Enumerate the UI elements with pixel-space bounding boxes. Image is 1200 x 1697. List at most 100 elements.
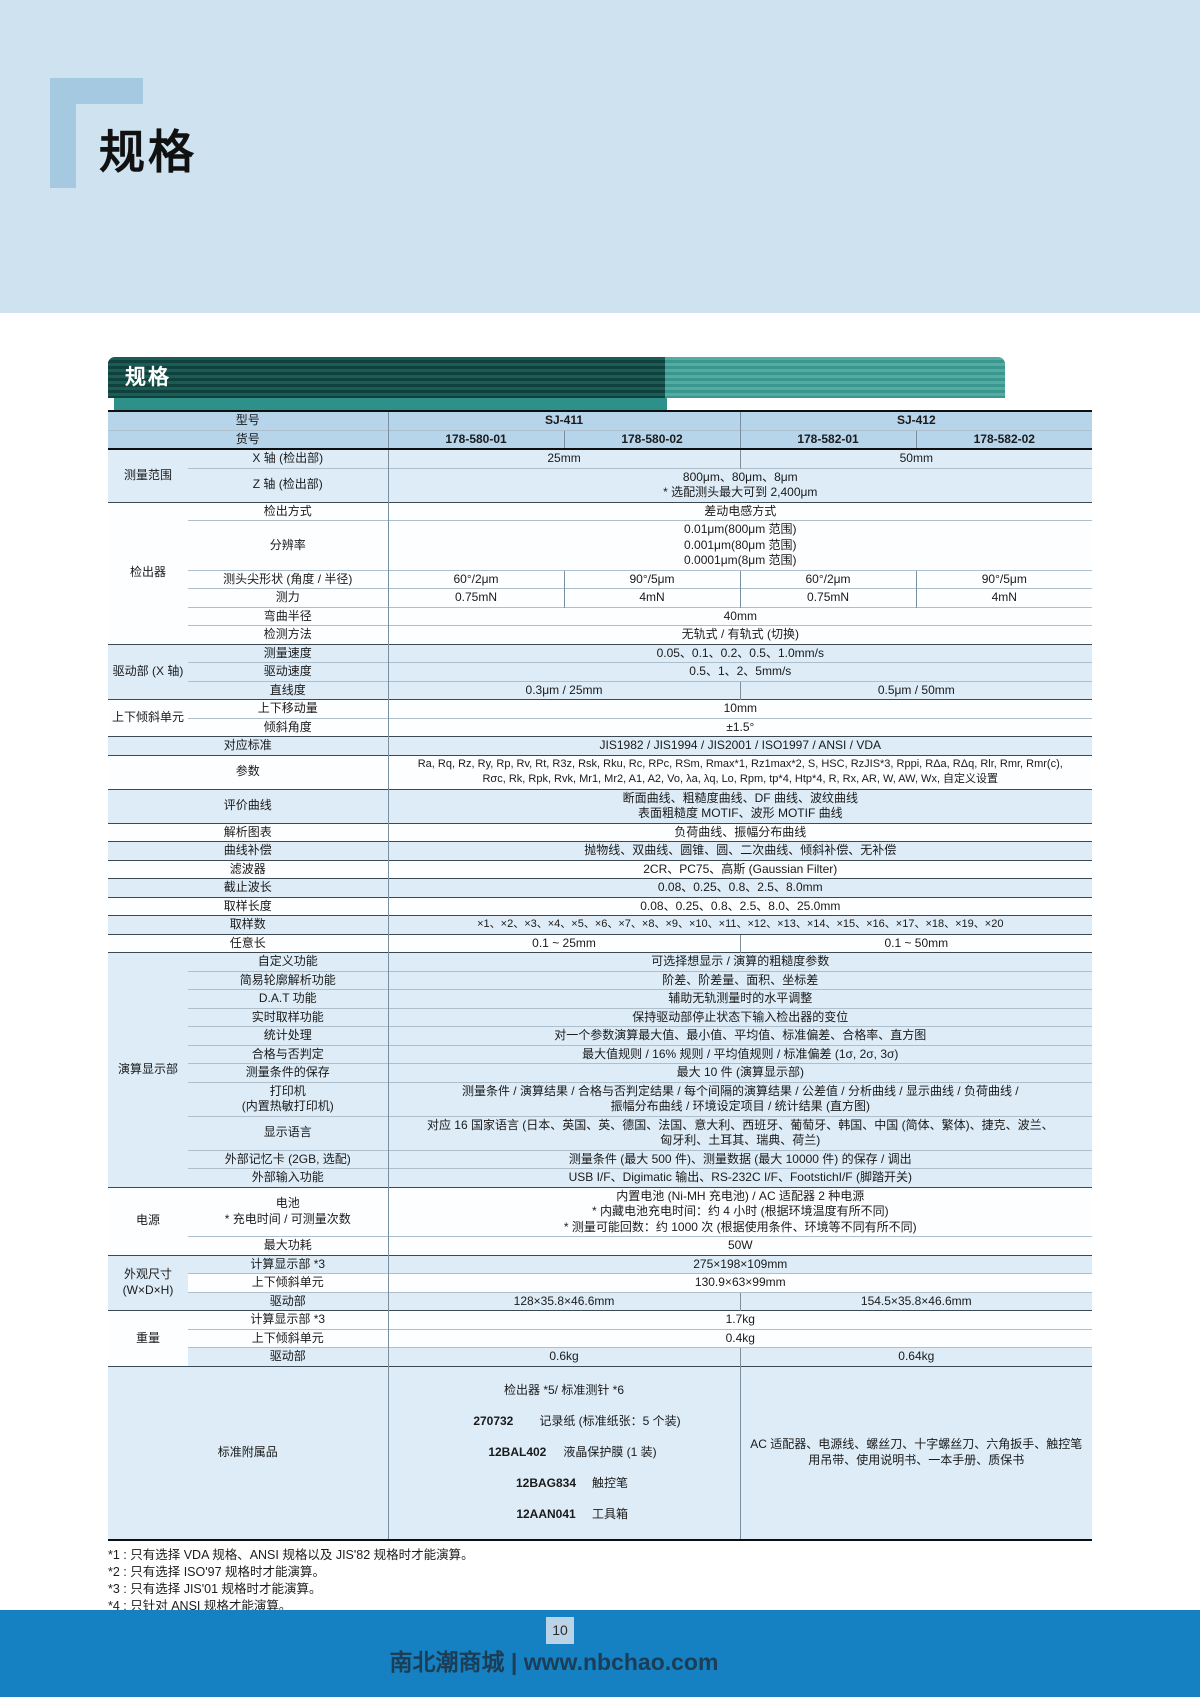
label-dim-tilt: 上下倾斜单元: [188, 1273, 389, 1292]
value-accessories-list: 检出器 *5/ 标准测针 *6 270732 记录纸 (标准纸张：5 个装) 12…: [387, 1365, 741, 1540]
label-printer: 打印机 (内置热敏打印机): [188, 1081, 389, 1116]
value-drive-speed: 0.5、1、2、5mm/s: [387, 662, 1093, 681]
value-arbitrary-length-411: 0.1 ~ 25mm: [387, 933, 741, 953]
label-judgement: 合格与否判定: [188, 1044, 389, 1064]
footer-site-text: 南北潮商城 | www.nbchao.com: [389, 1649, 719, 1675]
footnote-text: *2 : 只有选择 ISO'97 规格时才能演算。: [108, 1565, 326, 1579]
value-straightness-412: 0.5μm / 50mm: [739, 680, 1093, 700]
row-drive-speed: 驱动速度 0.5、1、2、5mm/s: [108, 662, 1093, 681]
value-external-io: USB I/F、Digimatic 输出、RS-232C I/F、Footsti…: [387, 1168, 1093, 1187]
label-standards: 对应标准: [108, 736, 389, 755]
value-realtime-sampling: 保持驱动部停止状态下输入检出器的变位: [387, 1007, 1093, 1027]
value-sampling-length: 0.08、0.25、0.8、2.5、8.0、25.0mm: [387, 896, 1093, 916]
accessory-no: 12BAG834: [515, 1476, 577, 1490]
row-detect-method: 检出器 检出方式 差动电感方式: [108, 501, 1093, 644]
value-languages: 对应 16 国家语言 (日本、英国、英、德国、法国、意大利、西班牙、葡萄牙、韩国…: [387, 1115, 1093, 1150]
row-code: 货号 178-580-01 178-580-02 178-582-01 178-…: [108, 429, 1093, 449]
value-dim-drive-411: 128×35.8×46.6mm: [387, 1291, 741, 1311]
spec-content: 型号 SJ-411 SJ-412 货号 178-580-01 178-580-0…: [108, 410, 1093, 1666]
value-printer: 测量条件 / 演算结果 / 合格与否判定结果 / 每个间隔的演算结果 / 公差值…: [387, 1081, 1093, 1116]
label-statistics: 统计处理: [188, 1026, 389, 1045]
label-battery: 电池 * 充电时间 / 可测量次数: [188, 1186, 389, 1237]
value-travel: 10mm: [387, 699, 1093, 718]
label-realtime-sampling: 实时取样功能: [188, 1007, 389, 1027]
label-languages: 显示语言: [188, 1115, 389, 1150]
value-battery: 内置电池 (Ni-MH 充电池) / AC 适配器 2 种电源 * 内藏电池充电…: [387, 1186, 1093, 1237]
label-travel: 上下移动量: [188, 699, 389, 718]
value-stylus-tip-3: 90°/5μm: [915, 569, 1093, 589]
label-measuring-range: 测量范围: [108, 448, 188, 502]
value-dat-function: 辅助无轨测量时的水平调整: [387, 989, 1093, 1008]
row-statistics: 统计处理 对一个参数演算最大值、最小值、平均值、标准偏差、合格率、直方图: [108, 1026, 1093, 1045]
row-force: 测力 0.75mN 4mN 0.75mN 4mN: [108, 588, 1093, 607]
label-filters: 滤波器: [108, 859, 389, 879]
row-mass-tilt: 上下倾斜单元 0.4kg: [108, 1328, 1093, 1348]
label-dat-function: D.A.T 功能: [188, 989, 389, 1008]
row-conditions-save: 测量条件的保存 最大 10 件 (演算显示部): [108, 1063, 1093, 1082]
accessory-title: 检出器 *5/ 标准测针 *6: [504, 1383, 625, 1397]
label-code: 货号: [108, 429, 389, 449]
accessory-item: 12BAL402 液晶保护膜 (1 装): [393, 1445, 736, 1461]
label-stylus-tip: 测头尖形状 (角度 / 半径): [188, 569, 389, 589]
value-force-1: 4mN: [563, 588, 741, 607]
label-accessories: 标准附属品: [108, 1365, 389, 1540]
label-sampling-length: 取样长度: [108, 896, 389, 916]
value-curve-compensation: 抛物线、双曲线、圆锥、圆、二次曲线、倾斜补偿、无补偿: [387, 841, 1093, 860]
row-curve-compensation: 曲线补偿 抛物线、双曲线、圆锥、圆、二次曲线、倾斜补偿、无补偿: [108, 841, 1093, 860]
row-mass-drive: 驱动部 0.6kg 0.64kg: [108, 1347, 1093, 1366]
value-traverse: 无轨式 / 有轨式 (切换): [387, 625, 1093, 644]
row-sampling-length: 取样长度 0.08、0.25、0.8、2.5、8.0、25.0mm: [108, 896, 1093, 916]
value-sampling-number: ×1、×2、×3、×4、×5、×6、×7、×8、×9、×10、×11、×12、×…: [387, 915, 1093, 934]
row-printer: 打印机 (内置热敏打印机) 测量条件 / 演算结果 / 合格与否判定结果 / 每…: [108, 1081, 1093, 1116]
accessory-no: 270732: [473, 1414, 514, 1428]
row-sampling-number: 取样数 ×1、×2、×3、×4、×5、×6、×7、×8、×9、×10、×11、×…: [108, 915, 1093, 934]
row-travel: 上下倾斜单元 上下移动量 10mm: [108, 699, 1093, 737]
footnote: *1 : 只有选择 VDA 规格、ANSI 规格以及 JIS'82 规格时才能演…: [108, 1547, 1092, 1564]
row-dat-function: D.A.T 功能 辅助无轨测量时的水平调整: [108, 989, 1093, 1008]
label-tilt-angle: 倾斜角度: [188, 717, 389, 737]
row-judgement: 合格与否判定 最大值规则 / 16% 规则 / 平均值规则 / 标准偏差 (1σ…: [108, 1044, 1093, 1064]
value-stylus-tip-0: 60°/2μm: [387, 569, 565, 589]
value-stylus-tip-2: 60°/2μm: [739, 569, 917, 589]
footer-band: [0, 1610, 1200, 1697]
value-dim-display: 275×198×109mm: [387, 1254, 1093, 1274]
label-x-axis: X 轴 (检出部): [188, 448, 389, 468]
row-battery: 电源 电池 * 充电时间 / 可测量次数 内置电池 (Ni-MH 充电池) / …: [108, 1186, 1093, 1255]
value-detect-method: 差动电感方式: [387, 501, 1093, 521]
label-z-axis: Z 轴 (检出部): [188, 467, 389, 502]
value-code-1: 178-580-02: [563, 429, 741, 449]
value-straightness-411: 0.3μm / 25mm: [387, 680, 741, 700]
value-mass-drive-412: 0.64kg: [739, 1347, 1093, 1366]
accessory-desc: 液晶保护膜 (1 装): [563, 1445, 657, 1459]
value-judgement: 最大值规则 / 16% 规则 / 平均值规则 / 标准偏差 (1σ, 2σ, 3…: [387, 1044, 1093, 1064]
label-drive-speed: 驱动速度: [188, 662, 389, 681]
label-display-unit: 演算显示部: [108, 952, 188, 1187]
row-straightness: 直线度 0.3μm / 25mm 0.5μm / 50mm: [108, 680, 1093, 700]
row-tilt-angle: 倾斜角度 ±1.5°: [108, 717, 1093, 737]
page-title: 规格: [99, 126, 197, 178]
value-x-axis-412: 50mm: [739, 448, 1093, 468]
footnote: *3 : 只有选择 JIS'01 规格时才能演算。: [108, 1581, 1092, 1598]
row-evaluation-curves: 评价曲线 断面曲线、粗糙度曲线、DF 曲线、波纹曲线 表面粗糙度 MOTIF、波…: [108, 788, 1093, 823]
row-stylus-tip: 测头尖形状 (角度 / 半径) 60°/2μm 90°/5μm 60°/2μm …: [108, 569, 1093, 589]
row-memory-card: 外部记忆卡 (2GB, 选配) 测量条件 (最大 500 件)、测量数据 (最大…: [108, 1149, 1093, 1169]
value-model-sj411: SJ-411: [387, 410, 741, 430]
accessory-desc: 工具箱: [592, 1507, 629, 1521]
row-resolution: 分辨率 0.01μm(800μm 范围) 0.001μm(80μm 范围) 0.…: [108, 520, 1093, 570]
label-parameters: 参数: [108, 754, 389, 789]
label-dim-drive: 驱动部: [188, 1291, 389, 1311]
footnote-text: *4 : 只针对 ANSI 规格才能演算。: [108, 1599, 292, 1613]
section-banner-strip: [114, 398, 667, 411]
row-max-power: 最大功耗 50W: [108, 1236, 1093, 1255]
row-filters: 滤波器 2CR、PC75、高斯 (Gaussian Filter): [108, 859, 1093, 879]
label-straightness: 直线度: [188, 680, 389, 700]
value-filters: 2CR、PC75、高斯 (Gaussian Filter): [387, 859, 1093, 879]
value-meas-speed: 0.05、0.1、0.2、0.5、1.0mm/s: [387, 643, 1093, 663]
label-custom-function: 自定义功能: [188, 952, 389, 971]
value-dim-tilt: 130.9×63×99mm: [387, 1273, 1093, 1292]
row-parameters: 参数 Ra, Rq, Rz, Ry, Rp, Rv, Rt, R3z, Rsk,…: [108, 754, 1093, 789]
label-curve-compensation: 曲线补偿: [108, 841, 389, 860]
accessory-item: 12AAN041 工具箱: [393, 1507, 736, 1523]
label-arbitrary-length: 任意长: [108, 933, 389, 953]
value-max-power: 50W: [387, 1236, 1093, 1255]
